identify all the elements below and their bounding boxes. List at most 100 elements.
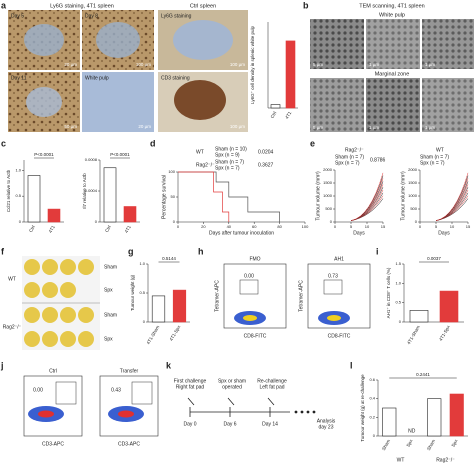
legend-entry: Sham (n = 7) [420, 154, 449, 160]
x-tick-label: 40 [227, 224, 232, 229]
scale-bar: 5 µm [313, 125, 323, 130]
x-tick-label: 0 [419, 224, 422, 229]
legend-entry: Sham (n = 7) [215, 159, 244, 165]
y-label: Tetramer-APC [298, 280, 304, 312]
y-tick-label: 0.2 [369, 414, 375, 419]
y-tick-label: 0 [373, 433, 376, 438]
y-tick-label: 1.0 [139, 261, 145, 266]
y-tick-label: 0 [173, 219, 176, 224]
x-tick-label: 10 [450, 224, 455, 229]
gate-value: 0.00 [33, 387, 43, 393]
p-value: 0.5144 [162, 256, 176, 261]
legend-entry: Sham (n = 10) [215, 146, 247, 152]
x-tick-label: 20 [201, 224, 206, 229]
x-tick-label: 4T1-Sham [146, 324, 161, 345]
y-label: Percentage survival [161, 175, 167, 219]
image-label: Day 8 [85, 13, 98, 19]
group-label: WT [397, 457, 405, 463]
p-value: 0.2441 [416, 372, 430, 377]
step-text: operated [222, 384, 242, 390]
y-tick-label: 1.5 [395, 261, 401, 266]
y-tick-label: 0.0008 [85, 157, 98, 162]
row-label: Sham [104, 264, 117, 270]
p-value: 0.3627 [258, 162, 274, 168]
y-tick-label: 0.0004 [85, 188, 98, 193]
panel-label: j [0, 360, 4, 370]
legend-group: WT [196, 149, 204, 155]
x-label: Days after tumour inoculation [209, 230, 274, 236]
panel-label: k [166, 360, 172, 370]
legend-entry: Sham (n = 7) [335, 154, 364, 160]
growth-curve [435, 172, 469, 221]
x-tick-label: 60 [252, 224, 257, 229]
step-text: Left fat pad [259, 384, 284, 390]
x-tick-label: 5 [435, 224, 438, 229]
bar [47, 208, 61, 223]
scale-bar: 100 µm [230, 124, 245, 129]
x-tick-label: 4T1 [48, 224, 56, 234]
y-label: Ly6G⁺ cell density in splenic white pulp [250, 26, 255, 104]
y-tick-label: 0.4 [369, 396, 375, 401]
y-tick-label: 2000 [408, 167, 418, 172]
panel-label: d [150, 138, 156, 148]
x-tick-label: Ctrl [104, 225, 112, 234]
image-label: Ly6G staining [161, 13, 192, 19]
scale-bar: 1 µm [369, 62, 379, 67]
micrographs [8, 10, 248, 132]
y-tick-label: 0 [415, 219, 418, 224]
step-day: Day 0 [183, 421, 196, 427]
x-tick-label: Spx [450, 438, 459, 448]
x-tick-label: Spx [405, 438, 414, 448]
x-tick-label: 4T1 [284, 110, 292, 120]
y-tick-label: 0 [399, 319, 402, 324]
bar [172, 289, 187, 323]
legend-entry: Spx (n = 7) [215, 165, 240, 171]
legend-entry: Spx (n = 9) [215, 152, 240, 158]
p-value: 0.0037 [427, 256, 441, 261]
x-tick-label: 0 [334, 224, 337, 229]
timeline [187, 397, 316, 417]
y-label: AH1⁺ in CD8⁺ T cells (%) [386, 267, 391, 318]
y-label: Tetramer-APC [214, 280, 220, 312]
scale-bar: 50 µm [64, 124, 77, 129]
x-tick-label: 0 [177, 224, 180, 229]
growth-curve [435, 187, 469, 221]
x-tick-label: 10 [365, 224, 370, 229]
y-tick-label: 0.5 [395, 300, 401, 305]
x-tick-label: 4T1 [124, 224, 132, 234]
step-day: day 23 [318, 424, 333, 430]
x-label: CD8-FITC [328, 333, 351, 339]
survival-curve [178, 171, 280, 222]
scale-bar: 1 µm [369, 125, 379, 130]
image-label: Day 11 [11, 75, 27, 81]
y-label: Tumour volume (mm³) [315, 171, 321, 221]
bar [103, 167, 117, 223]
scale-bar: 20 µm [138, 124, 151, 129]
p-value: P<0.0001 [34, 152, 54, 157]
step-day: Day 6 [223, 421, 236, 427]
y-tick-label: 50 [171, 194, 176, 199]
bar [409, 310, 429, 323]
gate-value: 0.73 [328, 273, 338, 279]
scale-bar: 5 µm [313, 62, 323, 67]
x-tick-label: 4T1-Spx [438, 324, 451, 342]
y-label: Tumour weight (g) [130, 274, 135, 311]
panel-label: f [1, 246, 5, 256]
y-label: Il7 relative to Actb [82, 173, 87, 209]
gate-value: 0.00 [244, 273, 254, 279]
image-label: CD3 staining [161, 75, 190, 81]
row-label: Sham [104, 312, 117, 318]
legend-group: Rag2⁻/⁻ [196, 162, 215, 168]
y-tick-label: 100 [168, 169, 175, 174]
y-tick-label: 0 [330, 219, 333, 224]
bar [439, 290, 459, 323]
survival-curve [178, 171, 230, 222]
y-tick-label: 1500 [408, 180, 418, 185]
step-text: First challenge [174, 378, 207, 384]
header: Ctrl spleen [190, 3, 216, 9]
tem-images [310, 19, 474, 132]
image-label: White pulp [85, 75, 109, 81]
group-label: Rag2⁻/⁻ [3, 324, 22, 330]
x-tick-label: 15 [466, 224, 471, 229]
